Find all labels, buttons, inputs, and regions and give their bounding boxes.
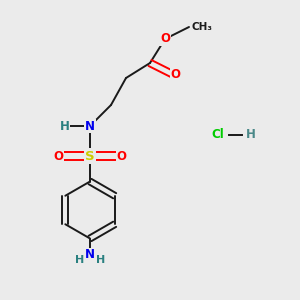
Text: H: H (246, 128, 255, 142)
Text: H: H (96, 255, 105, 266)
Text: O: O (160, 32, 170, 46)
Text: O: O (53, 149, 64, 163)
Text: O: O (116, 149, 127, 163)
Text: N: N (85, 248, 95, 262)
Text: N: N (85, 119, 95, 133)
Text: S: S (85, 149, 95, 163)
Text: CH₃: CH₃ (192, 22, 213, 32)
Text: H: H (75, 255, 84, 266)
Text: Cl: Cl (211, 128, 224, 142)
Text: O: O (170, 68, 181, 82)
Text: H: H (60, 119, 69, 133)
